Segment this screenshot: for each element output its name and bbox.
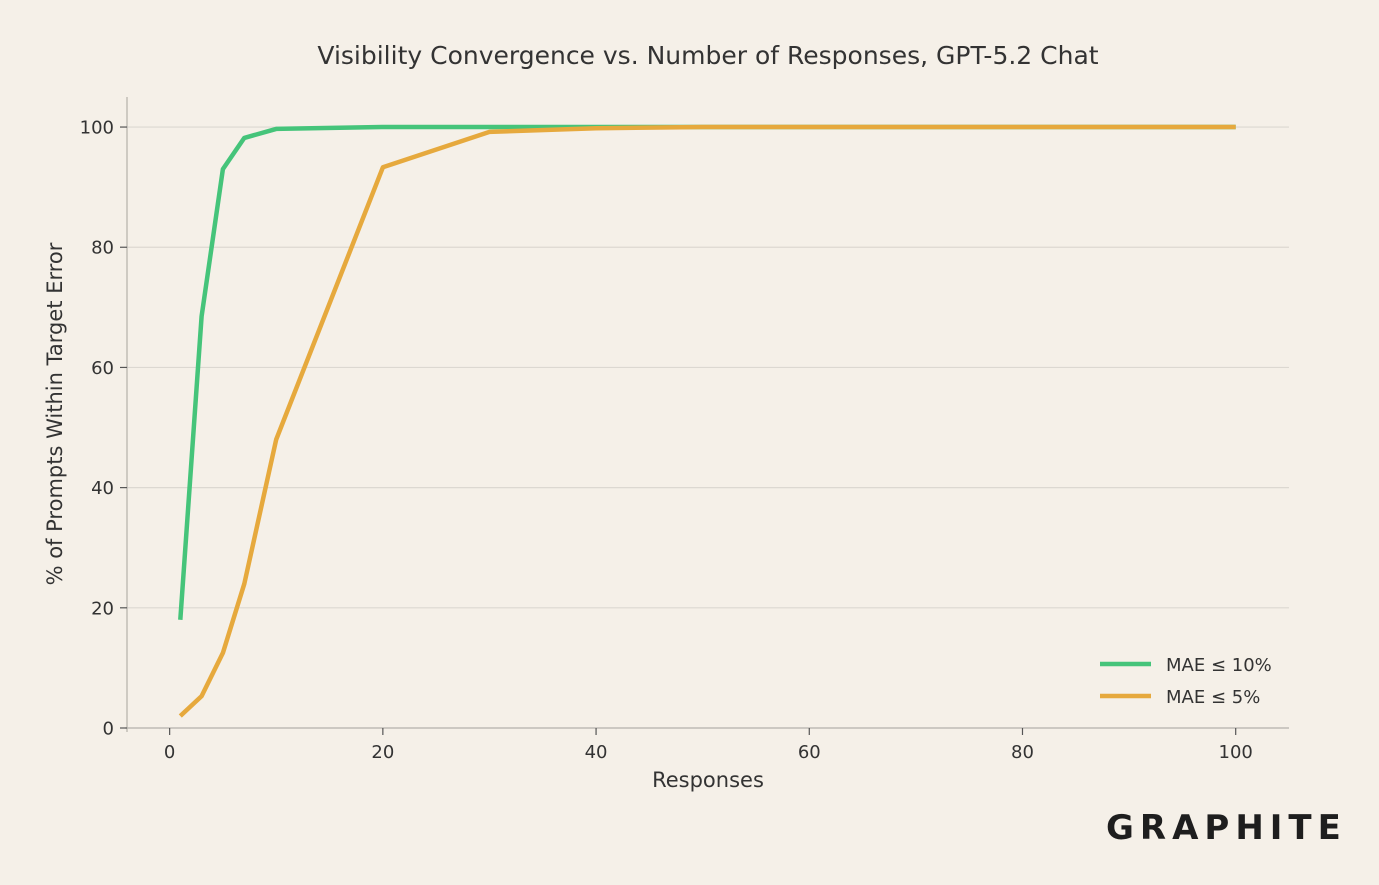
y-axis-label: % of Prompts Within Target Error <box>43 242 67 585</box>
x-axis-label: Responses <box>652 768 764 792</box>
legend-label-2: MAE ≤ 5% <box>1166 687 1260 708</box>
graphite-logo: GRAPHITE <box>1106 808 1347 848</box>
x-tick-label: 60 <box>798 742 821 763</box>
legend: MAE ≤ 10% MAE ≤ 5% <box>1100 655 1272 708</box>
x-tick-label: 0 <box>164 742 175 763</box>
x-tick-label: 20 <box>371 742 394 763</box>
y-tick-label: 0 <box>103 719 114 740</box>
x-tick-label: 40 <box>585 742 608 763</box>
y-tick-label: 40 <box>91 478 114 499</box>
y-tick-label: 80 <box>91 238 114 259</box>
gridlines <box>127 126 1289 609</box>
axis-ticks: 0 20 40 60 80 100 0 20 40 60 80 100 <box>80 118 1253 763</box>
y-tick-label: 100 <box>80 118 114 139</box>
x-tick-label: 80 <box>1011 742 1034 763</box>
y-tick-label: 60 <box>91 358 114 379</box>
series-line-1 <box>178 124 1236 620</box>
series-lines <box>178 124 1236 718</box>
legend-label-1: MAE ≤ 10% <box>1166 655 1272 676</box>
x-tick-label: 100 <box>1219 742 1253 763</box>
chart-title: Visibility Convergence vs. Number of Res… <box>317 41 1098 70</box>
y-tick-label: 20 <box>91 598 114 619</box>
series-line-2 <box>178 124 1236 718</box>
